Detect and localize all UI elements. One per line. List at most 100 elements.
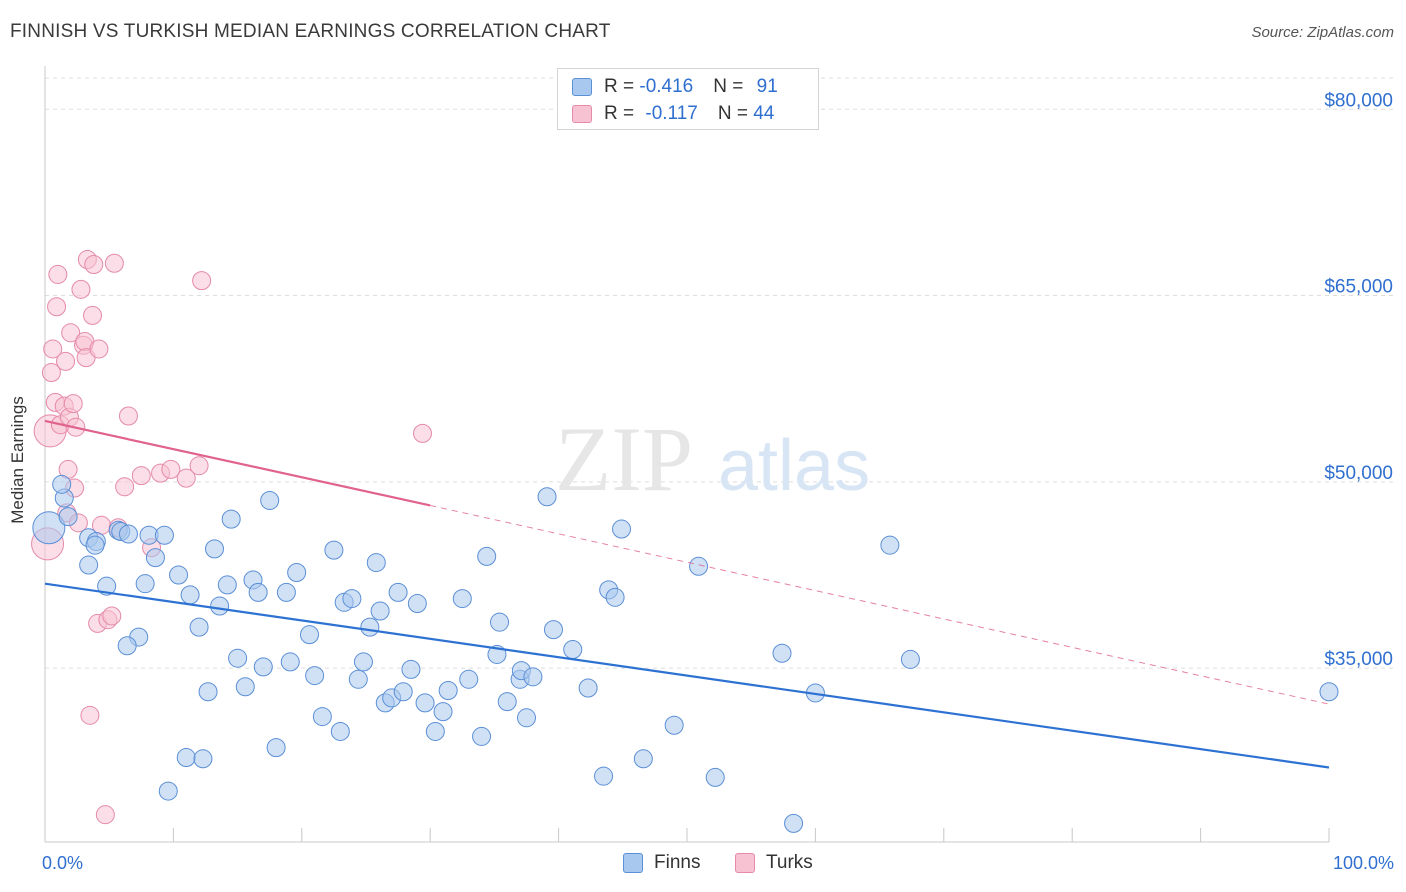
turks-n-value: 44 — [753, 103, 775, 124]
finns-point-56 — [407, 594, 427, 614]
axes — [44, 66, 1330, 843]
finns-point-42 — [324, 540, 344, 560]
finns-point-35 — [266, 738, 286, 758]
finns-point-3 — [58, 507, 78, 527]
finns-point-60 — [438, 680, 458, 700]
finns-point-29 — [228, 648, 248, 668]
finns-point-55 — [401, 659, 421, 679]
finns-point-25 — [204, 539, 224, 559]
turks-point-40 — [176, 468, 196, 488]
turks-swatch — [572, 105, 592, 123]
finns-point-18 — [158, 781, 178, 801]
finns-point-11 — [118, 524, 138, 544]
turks-point-41 — [189, 456, 209, 476]
finns-point-58 — [425, 721, 445, 741]
finns-point-17 — [154, 525, 174, 545]
legend-row-turks: R = -0.117 N = 44 — [572, 101, 774, 127]
turks-point-5 — [47, 297, 67, 317]
turks-point-3 — [43, 339, 63, 359]
y-tick-label-0: $35,000 — [1324, 649, 1393, 670]
finns-r-value: -0.416 — [639, 76, 694, 97]
finns-point-87 — [880, 535, 900, 555]
correlation-legend: R = -0.416 N = 91 R = -0.117 N = 44 — [557, 68, 819, 130]
finns-point-34 — [260, 490, 280, 510]
finns-point-88 — [900, 649, 920, 669]
finns-point-4 — [79, 555, 99, 575]
finns-swatch — [572, 78, 592, 96]
finns-r-label: R = — [604, 76, 640, 97]
finns-point-28 — [221, 509, 241, 529]
finns-point-16 — [145, 548, 165, 568]
finns-points — [32, 474, 1339, 833]
finns-point-32 — [248, 582, 268, 602]
turks-point-32 — [104, 253, 124, 273]
finns-n-label: N = — [713, 76, 749, 97]
y-tick-label-1: $50,000 — [1324, 463, 1393, 484]
finns-point-76 — [594, 766, 614, 786]
legend-item-turks: Turks — [735, 852, 813, 874]
turks-point-24 — [83, 305, 103, 325]
turks-point-27 — [89, 339, 109, 359]
finns-point-67 — [497, 692, 517, 712]
watermark: ZIP atlas — [555, 408, 870, 510]
finns-point-2 — [52, 474, 72, 494]
y-tick-label-3: $80,000 — [1324, 90, 1393, 111]
turks-point-6 — [48, 264, 68, 284]
turks-n-label: N = — [717, 103, 754, 124]
turks-point-42 — [192, 271, 212, 291]
turks-legend-label: Turks — [766, 852, 813, 873]
legend-row-finns: R = -0.416 N = 91 — [572, 74, 778, 100]
turks-r-value: -0.117 — [645, 103, 698, 124]
watermark-atlas: atlas — [718, 426, 870, 506]
finns-point-43 — [330, 721, 350, 741]
finns-point-82 — [689, 556, 709, 576]
turks-point-13 — [61, 323, 81, 343]
finns-point-62 — [459, 669, 479, 689]
finns-point-40 — [305, 666, 325, 686]
finns-point-45 — [342, 589, 362, 609]
trend-lines — [44, 419, 1330, 769]
finns-point-23 — [193, 749, 213, 769]
finns-point-71 — [523, 667, 543, 687]
finns-point-20 — [176, 748, 196, 768]
finns-point-57 — [415, 693, 435, 713]
turks-point-35 — [118, 406, 138, 426]
finns-point-37 — [280, 652, 300, 672]
turks-point-23 — [80, 705, 100, 725]
turks-point-18 — [71, 279, 91, 299]
finns-point-14 — [135, 574, 155, 594]
finns-point-7 — [85, 535, 105, 555]
finns-point-78 — [605, 587, 625, 607]
finns-point-8 — [97, 576, 117, 596]
x-tick-max: 100.0% — [1332, 853, 1394, 873]
finns-point-30 — [235, 677, 255, 697]
finns-point-63 — [472, 726, 492, 746]
turks-points — [31, 250, 432, 825]
turks-point-34 — [115, 477, 135, 497]
series-legend: Finns Turks — [0, 852, 1406, 878]
finns-point-75 — [578, 678, 598, 698]
turks-point-43 — [412, 423, 432, 443]
finns-point-27 — [217, 575, 237, 595]
finns-point-59 — [433, 702, 453, 722]
x-tick-min: 0.0% — [42, 853, 84, 873]
turks-point-31 — [102, 606, 122, 626]
watermark-zip: ZIP — [555, 408, 693, 510]
turks-point-25 — [84, 255, 104, 274]
turks-point-39 — [161, 459, 181, 479]
finns-point-13 — [117, 636, 137, 656]
legend-item-finns: Finns — [623, 852, 700, 874]
finns-trend-line — [44, 582, 1330, 769]
y-tick-label-2: $65,000 — [1324, 277, 1393, 298]
finns-point-81 — [664, 715, 684, 735]
y-axis-label: Median Earnings — [8, 396, 27, 524]
finns-point-74 — [563, 640, 583, 659]
finns-point-0 — [32, 511, 66, 545]
turks-point-14 — [63, 394, 83, 414]
turks-point-29 — [95, 805, 115, 825]
turks-r-label: R = — [604, 103, 640, 124]
turks-point-2 — [41, 363, 61, 383]
chart-title: FINNISH VS TURKISH MEDIAN EARNINGS CORRE… — [10, 21, 611, 42]
finns-point-66 — [490, 612, 510, 632]
finns-point-19 — [169, 565, 189, 585]
